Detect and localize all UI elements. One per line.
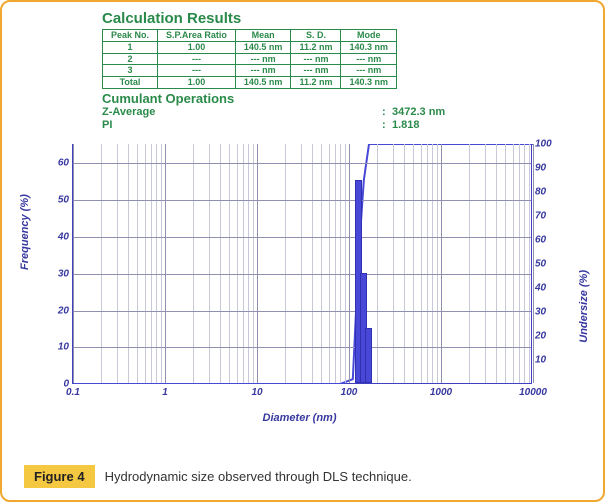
- table-cell: 140.5 nm: [235, 77, 291, 89]
- grid-major-v: [533, 144, 534, 383]
- table-cell: 1.00: [158, 41, 236, 53]
- y-left-tick: 10: [39, 342, 69, 353]
- grid-h: [73, 274, 531, 275]
- grid-h: [73, 200, 531, 201]
- x-tick: 100: [341, 387, 358, 398]
- table-cell: ---: [158, 65, 236, 77]
- y-right-tick: 50: [535, 259, 565, 270]
- table-cell: --- nm: [291, 53, 341, 65]
- y-left-tick: 20: [39, 305, 69, 316]
- x-axis-label: Diameter (nm): [263, 412, 337, 424]
- dls-chart: 0.11101001000100000102030405060102030405…: [17, 134, 582, 434]
- x-tick: 10: [251, 387, 262, 398]
- calc-title: Calculation Results: [102, 10, 593, 27]
- table-cell: ---: [158, 53, 236, 65]
- table-row: 3------ nm--- nm--- nm: [103, 65, 397, 77]
- table-cell: --- nm: [341, 53, 397, 65]
- grid-h: [73, 311, 531, 312]
- table-cell: 11.2 nm: [291, 77, 341, 89]
- figure-text: Hydrodynamic size observed through DLS t…: [105, 469, 412, 484]
- table-cell: 2: [103, 53, 158, 65]
- y-right-tick: 20: [535, 331, 565, 342]
- figure-label: Figure 4: [24, 465, 95, 488]
- cumulant-label: Z-Average: [102, 106, 382, 119]
- table-cell: 1: [103, 41, 158, 53]
- y-right-tick: 30: [535, 307, 565, 318]
- table-row: Total1.00140.5 nm11.2 nm140.3 nm: [103, 77, 397, 89]
- x-tick: 1: [162, 387, 168, 398]
- chart-plot: 0.11101001000100000102030405060102030405…: [72, 144, 532, 384]
- x-tick: 10000: [519, 387, 547, 398]
- calc-table: Peak No.S.P.Area RatioMeanS. D.Mode 11.0…: [102, 29, 397, 89]
- y-right-tick: 80: [535, 187, 565, 198]
- y-right-tick: 40: [535, 283, 565, 294]
- calculation-results: Calculation Results Peak No.S.P.Area Rat…: [102, 10, 593, 132]
- y-left-tick: 60: [39, 157, 69, 168]
- grid-h: [73, 237, 531, 238]
- table-cell: --- nm: [341, 65, 397, 77]
- table-cell: 140.5 nm: [235, 41, 291, 53]
- y-right-tick: 100: [535, 139, 565, 150]
- table-cell: Total: [103, 77, 158, 89]
- histogram-bar: [365, 328, 372, 383]
- table-row: 2------ nm--- nm--- nm: [103, 53, 397, 65]
- table-cell: 140.3 nm: [341, 77, 397, 89]
- y-right-tick: 60: [535, 235, 565, 246]
- table-cell: --- nm: [235, 65, 291, 77]
- grid-h: [73, 163, 531, 164]
- y-right-tick: 90: [535, 163, 565, 174]
- y-right-tick: 70: [535, 211, 565, 222]
- cumulant-row: Z-Average:3472.3 nm: [102, 106, 593, 119]
- table-header: S. D.: [291, 30, 341, 42]
- y-axis-left-label: Frequency (%): [19, 195, 31, 271]
- figure-caption: Figure 4 Hydrodynamic size observed thro…: [24, 465, 412, 488]
- cumulant-label: PI: [102, 119, 382, 132]
- x-tick: 1000: [430, 387, 452, 398]
- y-right-tick: 10: [535, 355, 565, 366]
- table-cell: --- nm: [291, 65, 341, 77]
- y-left-tick: 30: [39, 268, 69, 279]
- table-cell: 1.00: [158, 77, 236, 89]
- table-cell: 140.3 nm: [341, 41, 397, 53]
- table-row: 11.00140.5 nm11.2 nm140.3 nm: [103, 41, 397, 53]
- y-axis-right-label: Undersize (%): [578, 270, 590, 343]
- colon: :: [382, 106, 392, 119]
- colon: :: [382, 119, 392, 132]
- cumulant-value: 3472.3 nm: [392, 106, 445, 119]
- table-header: Mode: [341, 30, 397, 42]
- grid-h: [73, 347, 531, 348]
- cumulant-row: PI:1.818: [102, 119, 593, 132]
- table-cell: --- nm: [235, 53, 291, 65]
- y-left-tick: 50: [39, 194, 69, 205]
- cumulant-title: Cumulant Operations: [102, 91, 593, 106]
- figure-container: Calculation Results Peak No.S.P.Area Rat…: [0, 0, 605, 502]
- table-header: Peak No.: [103, 30, 158, 42]
- table-cell: 11.2 nm: [291, 41, 341, 53]
- table-header: Mean: [235, 30, 291, 42]
- cumulant-value: 1.818: [392, 119, 420, 132]
- y-left-tick: 0: [39, 379, 69, 390]
- y-left-tick: 40: [39, 231, 69, 242]
- table-header: S.P.Area Ratio: [158, 30, 236, 42]
- table-cell: 3: [103, 65, 158, 77]
